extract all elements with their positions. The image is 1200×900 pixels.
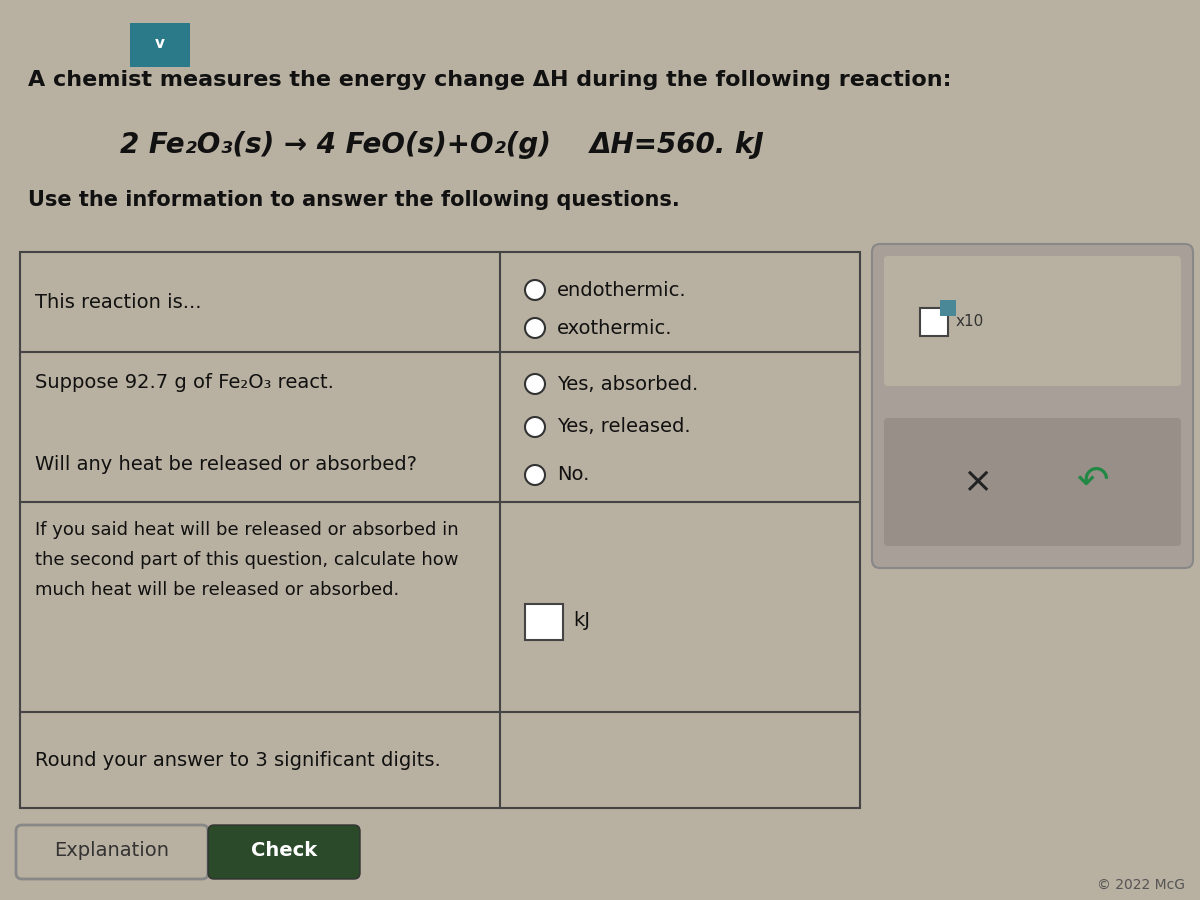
FancyBboxPatch shape xyxy=(872,244,1193,568)
Text: Will any heat be released or absorbed?: Will any heat be released or absorbed? xyxy=(35,454,418,473)
Text: Explanation: Explanation xyxy=(54,841,169,859)
Text: Yes, absorbed.: Yes, absorbed. xyxy=(557,374,698,393)
Bar xyxy=(920,308,948,336)
Bar xyxy=(940,300,956,316)
Text: ΔH=560. kJ: ΔH=560. kJ xyxy=(590,131,764,159)
Text: If you said heat will be released or absorbed in: If you said heat will be released or abs… xyxy=(35,521,458,539)
Text: © 2022 McG: © 2022 McG xyxy=(1097,878,1186,892)
Text: Suppose 92.7 g of Fe₂O₃ react.: Suppose 92.7 g of Fe₂O₃ react. xyxy=(35,373,334,392)
Text: 2 Fe₂O₃(s) → 4 FeO(s)+O₂(g): 2 Fe₂O₃(s) → 4 FeO(s)+O₂(g) xyxy=(120,131,551,159)
Circle shape xyxy=(526,465,545,485)
FancyBboxPatch shape xyxy=(884,256,1181,386)
Text: Check: Check xyxy=(251,841,317,859)
Text: Use the information to answer the following questions.: Use the information to answer the follow… xyxy=(28,190,679,210)
Text: ↶: ↶ xyxy=(1076,463,1109,501)
Text: A chemist measures the energy change ΔH during the following reaction:: A chemist measures the energy change ΔH … xyxy=(28,70,952,90)
Text: much heat will be released or absorbed.: much heat will be released or absorbed. xyxy=(35,581,400,599)
Text: ×: × xyxy=(962,465,992,499)
Text: Yes, released.: Yes, released. xyxy=(557,418,691,436)
Circle shape xyxy=(526,318,545,338)
FancyBboxPatch shape xyxy=(16,825,208,879)
Text: No.: No. xyxy=(557,465,589,484)
Bar xyxy=(20,252,860,808)
Text: Round your answer to 3 significant digits.: Round your answer to 3 significant digit… xyxy=(35,751,440,770)
FancyBboxPatch shape xyxy=(208,825,360,879)
Circle shape xyxy=(526,417,545,437)
Bar xyxy=(526,604,563,640)
Text: This reaction is...: This reaction is... xyxy=(35,292,202,311)
Text: the second part of this question, calculate how: the second part of this question, calcul… xyxy=(35,551,458,569)
Text: endothermic.: endothermic. xyxy=(557,281,686,300)
Text: v: v xyxy=(155,35,166,50)
Circle shape xyxy=(526,280,545,300)
FancyBboxPatch shape xyxy=(884,418,1181,546)
Text: x10: x10 xyxy=(956,314,984,329)
Text: exothermic.: exothermic. xyxy=(557,319,672,338)
Text: kJ: kJ xyxy=(574,610,590,629)
FancyBboxPatch shape xyxy=(130,23,190,67)
Circle shape xyxy=(526,374,545,394)
